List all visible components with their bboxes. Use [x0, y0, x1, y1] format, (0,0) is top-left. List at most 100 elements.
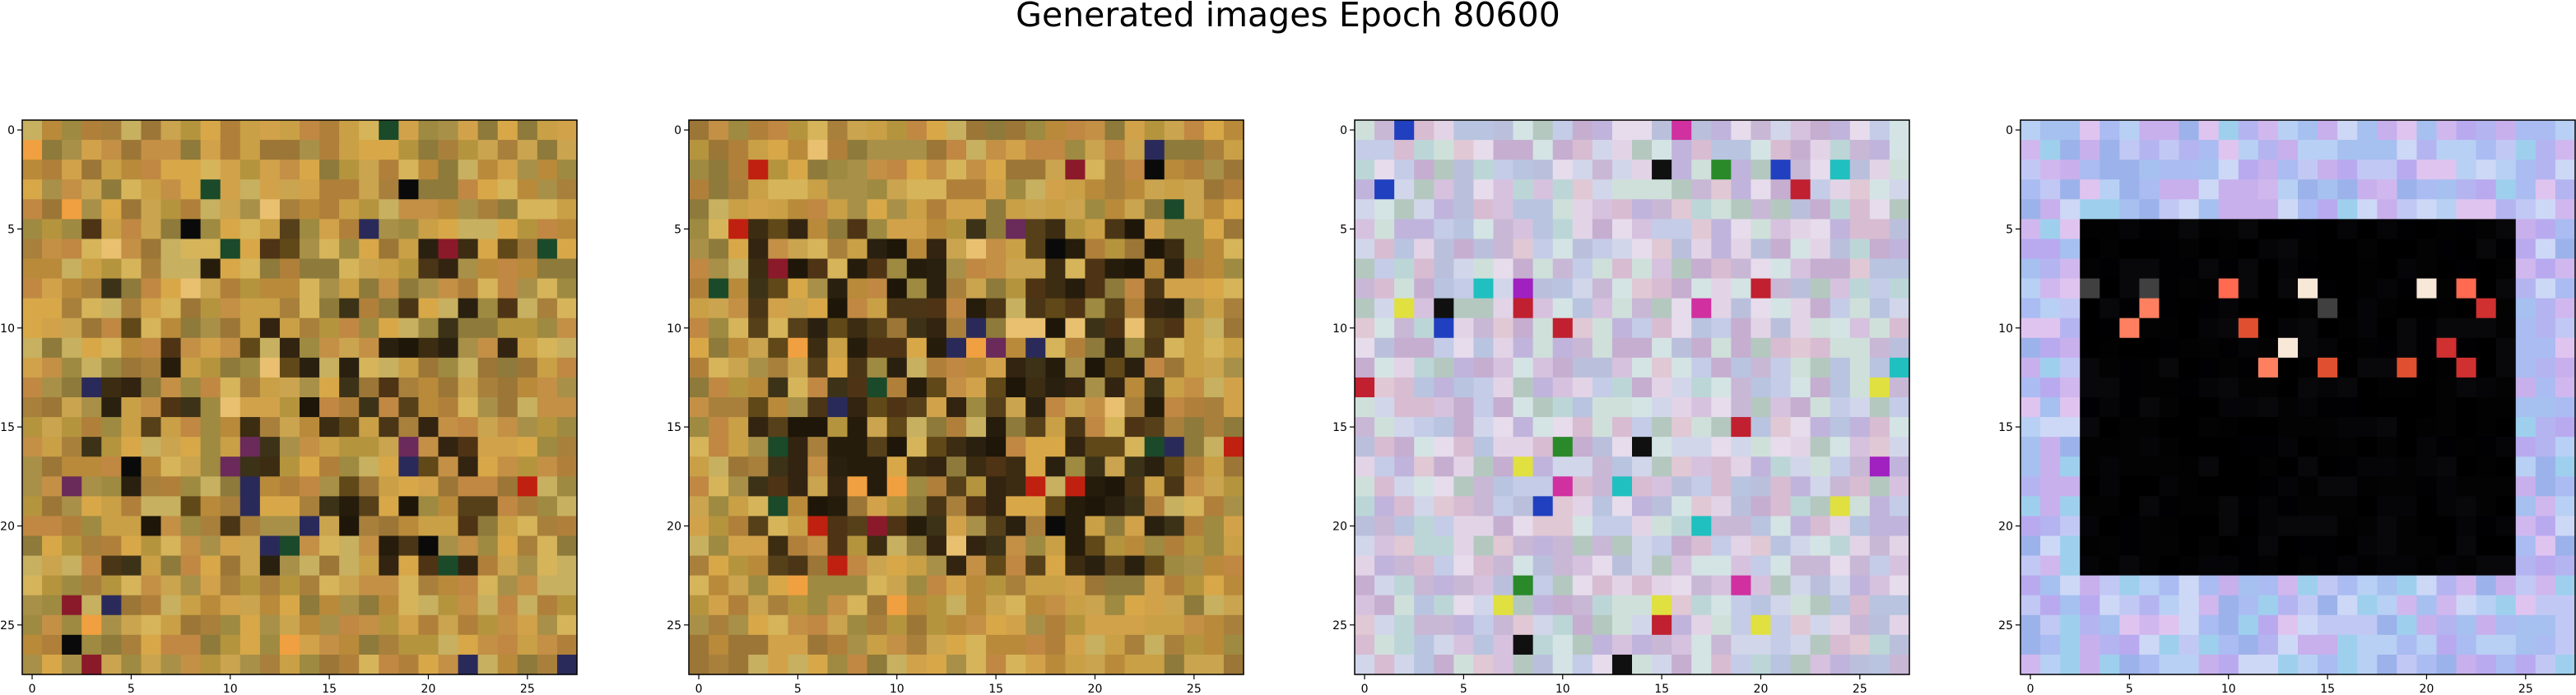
pixel-cell	[2159, 575, 2180, 596]
pixel-cell	[418, 654, 439, 675]
pixel-cell	[1473, 555, 1495, 577]
pixel-cell	[42, 377, 63, 398]
pixel-cell	[398, 437, 420, 457]
pixel-cell	[1124, 476, 1146, 497]
pixel-cell	[2337, 258, 2358, 280]
pixel-cell	[220, 496, 241, 517]
pixel-cell	[2159, 120, 2180, 141]
pixel-cell	[239, 278, 261, 299]
pixel-cell	[517, 575, 538, 596]
pixel-cell	[1025, 456, 1046, 477]
pixel-cell	[2277, 476, 2299, 497]
pixel-cell	[1223, 258, 1244, 280]
pixel-cell	[946, 239, 967, 260]
pixel-cell	[2318, 417, 2338, 438]
pixel-cell	[1632, 634, 1653, 656]
pixel-cell	[946, 595, 967, 616]
pixel-cell	[160, 317, 182, 339]
pixel-cell	[2298, 437, 2318, 457]
pixel-cell	[1869, 614, 1890, 636]
pixel-cell	[1532, 199, 1554, 220]
pixel-cell	[1889, 654, 1910, 675]
pixel-cell	[1632, 278, 1653, 299]
pixel-cell	[886, 140, 908, 160]
pixel-cell	[1223, 357, 1244, 378]
pixel-cell	[788, 654, 809, 675]
pixel-cell	[1770, 258, 1792, 280]
pixel-cell	[2178, 437, 2200, 457]
pixel-cell	[1889, 239, 1910, 260]
pixel-cell	[160, 219, 182, 240]
pixel-cell	[141, 199, 162, 220]
pixel-cell	[1164, 614, 1185, 636]
pixel-cell	[2198, 258, 2220, 280]
pixel-cell	[220, 160, 241, 180]
pixel-cell	[1434, 437, 1454, 457]
pixel-cell	[259, 160, 281, 180]
pixel-cell	[748, 219, 769, 240]
pixel-cell	[239, 160, 261, 180]
pixel-cell	[709, 535, 729, 557]
pixel-cell	[1889, 614, 1910, 636]
pixel-cell	[1632, 555, 1653, 577]
pixel-cell	[2535, 140, 2556, 160]
pixel-cell	[1473, 160, 1495, 180]
pixel-cell	[926, 239, 947, 260]
pixel-cell	[22, 298, 43, 319]
pixel-cell	[1355, 239, 1375, 260]
pixel-cell	[2377, 575, 2397, 596]
pixel-cell	[2436, 337, 2457, 359]
pixel-cell	[2099, 317, 2120, 339]
pixel-cell	[418, 437, 439, 457]
pixel-cell	[2099, 278, 2120, 299]
pixel-cell	[2337, 575, 2358, 596]
pixel-cell	[1473, 516, 1495, 537]
pixel-cell	[1810, 298, 1831, 319]
pixel-cell	[1144, 278, 1165, 299]
pixel-cell	[319, 654, 340, 675]
pixel-cell	[1889, 437, 1910, 457]
pixel-cell	[1453, 179, 1475, 200]
pixel-cell	[2198, 516, 2220, 537]
pixel-cell	[1672, 258, 1692, 280]
pixel-cell	[1183, 595, 1205, 616]
pixel-cell	[141, 357, 162, 378]
pixel-cell	[709, 555, 729, 577]
pixel-cell	[2178, 516, 2200, 537]
pixel-cell	[2436, 219, 2457, 240]
pixel-cell	[180, 397, 202, 418]
pixel-cell	[2159, 337, 2180, 359]
pixel-cell	[418, 397, 439, 418]
pixel-cell	[867, 199, 888, 220]
pixel-cell	[2476, 595, 2497, 616]
pixel-cell	[2119, 516, 2141, 537]
pixel-cell	[2416, 595, 2438, 616]
pixel-cell	[2476, 397, 2497, 418]
pixel-cell	[42, 595, 63, 616]
pixel-cell	[886, 614, 908, 636]
pixel-cell	[141, 219, 162, 240]
pixel-cell	[2099, 120, 2120, 141]
pixel-cell	[768, 516, 788, 537]
pixel-cell	[2218, 239, 2239, 260]
pixel-cell	[1751, 377, 1772, 398]
pixel-cell	[1223, 397, 1244, 418]
pixel-cell	[886, 278, 908, 299]
pixel-cell	[2337, 516, 2358, 537]
pixel-cell	[1164, 516, 1185, 537]
pixel-cell	[62, 219, 82, 240]
pixel-cell	[2535, 516, 2556, 537]
pixel-cell	[1532, 516, 1554, 537]
pixel-cell	[1592, 219, 1613, 240]
pixel-cell	[2495, 219, 2517, 240]
pixel-cell	[398, 120, 420, 141]
pixel-cell	[537, 357, 558, 378]
pixel-cell	[2040, 595, 2061, 616]
pixel-cell	[1810, 160, 1831, 180]
pixel-cell	[1025, 575, 1046, 596]
pixel-cell	[319, 239, 340, 260]
pixel-cell	[807, 120, 829, 141]
pixel-cell	[1552, 535, 1574, 557]
pixel-cell	[239, 120, 261, 141]
